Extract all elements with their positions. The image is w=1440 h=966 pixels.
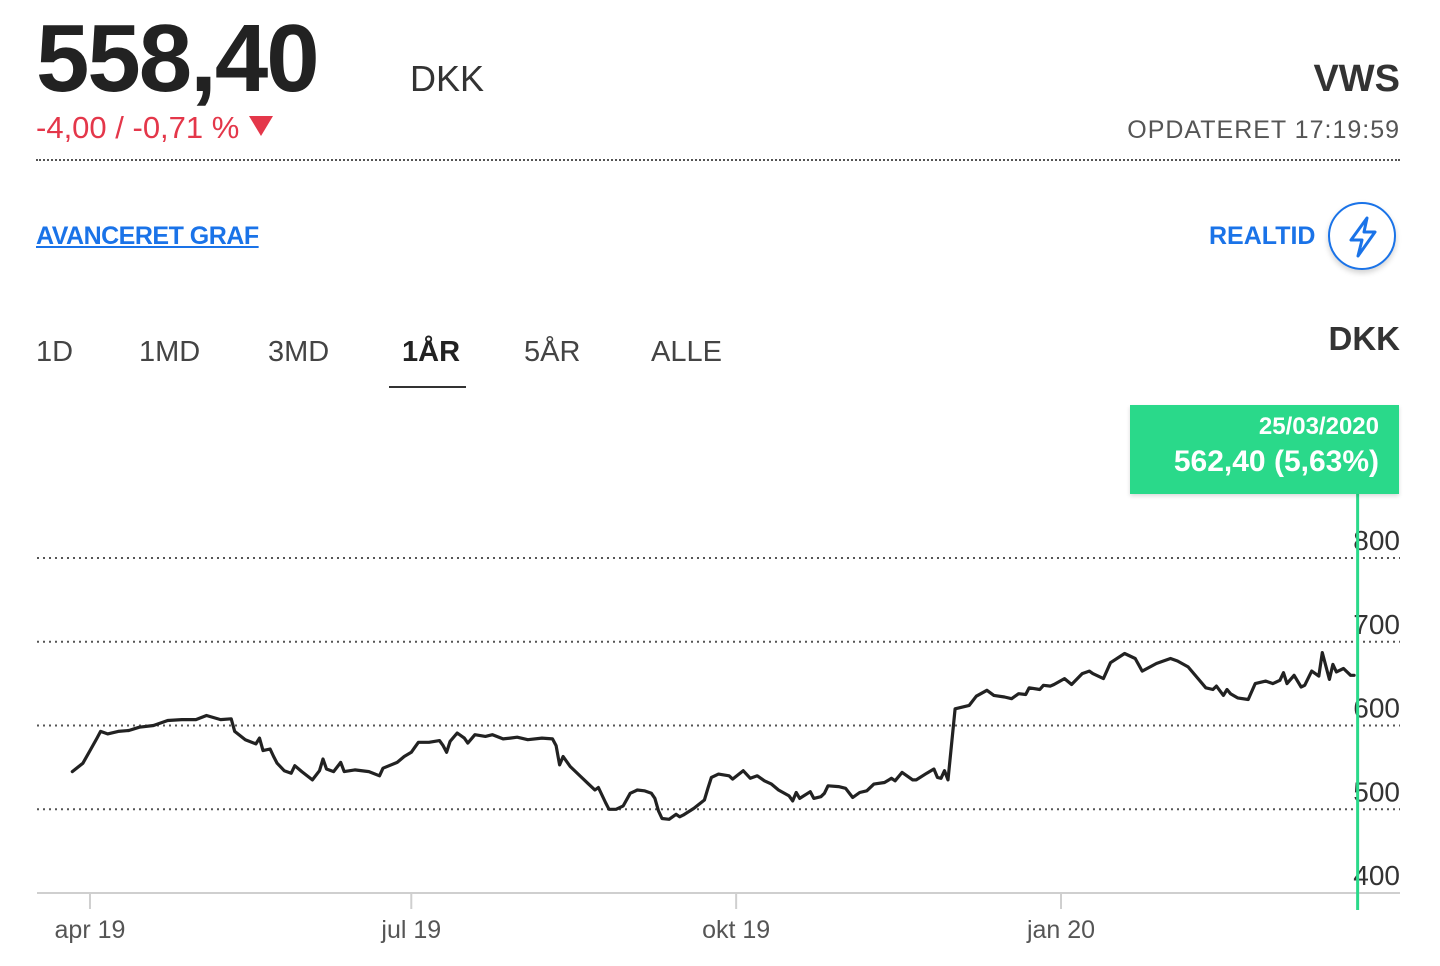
price-change: -4,00 / -0,71 % [36, 110, 274, 146]
advanced-chart-link[interactable]: AVANCERET GRAF [36, 222, 259, 250]
tab-1d[interactable]: 1D [36, 336, 74, 368]
down-triangle-icon [249, 116, 274, 136]
price-line-series-0 [70, 650, 1356, 821]
tooltip-date: 25/03/2020 [1258, 413, 1379, 440]
tooltip-value: 562,40 (5,63%) [1173, 445, 1379, 478]
ticker: VWS [1313, 58, 1400, 100]
x-tick-label-0: apr 19 [55, 916, 126, 944]
y-tick-label-400: 400 [1353, 860, 1400, 891]
price-change-text: -4,00 / -0,71 % [36, 110, 240, 145]
header-divider [36, 159, 1400, 161]
y-tick-label-800: 800 [1353, 525, 1400, 556]
realtime-label[interactable]: REALTID [1209, 222, 1316, 250]
axis-currency: DKK [1328, 320, 1401, 357]
x-tick-label-1: jul 19 [380, 916, 441, 944]
tab-5ar[interactable]: 5ÅR [524, 336, 581, 368]
chart-tooltip: 25/03/2020 562,40 (5,63%) [1130, 405, 1399, 494]
x-tick-label-3: jan 20 [1026, 916, 1095, 944]
tab-1md[interactable]: 1MD [139, 336, 201, 368]
tab-alle[interactable]: ALLE [651, 336, 722, 368]
y-tick-label-700: 700 [1353, 609, 1400, 640]
y-tick-label-600: 600 [1353, 693, 1400, 724]
tab-3md[interactable]: 3MD [268, 336, 330, 368]
lightning-bolt-icon [1349, 216, 1377, 258]
tab-1ar[interactable]: 1ÅR [402, 336, 461, 368]
x-tick-label-2: okt 19 [702, 916, 770, 944]
y-tick-label-500: 500 [1353, 776, 1400, 807]
active-tab-underline [389, 386, 466, 388]
price: 558,40 [36, 5, 320, 112]
updated-time: OPDATERET 17:19:59 [1127, 116, 1400, 144]
price-currency: DKK [410, 58, 485, 99]
realtime-button[interactable] [1328, 202, 1396, 270]
